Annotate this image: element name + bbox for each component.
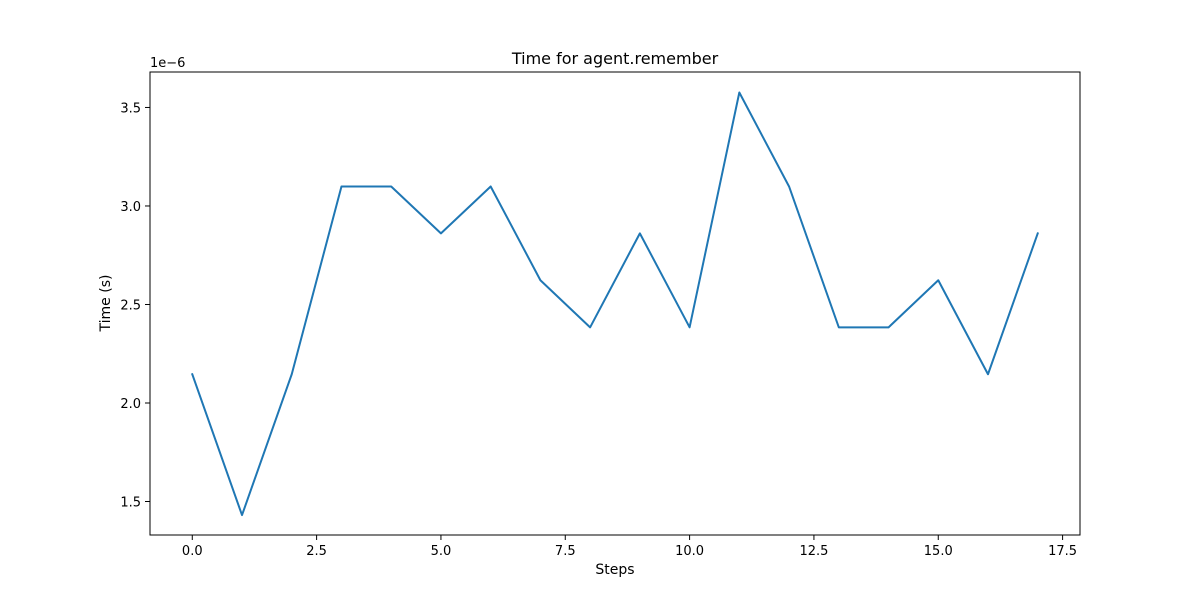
data-point: [440, 232, 442, 234]
data-point: [689, 326, 691, 328]
y-tick-label: 3.5: [120, 101, 141, 116]
x-tick-label: 15.0: [924, 544, 953, 559]
data-point: [291, 373, 293, 375]
data-point: [639, 232, 641, 234]
y-tick-label: 3.0: [120, 200, 141, 215]
data-point: [340, 185, 342, 187]
y-axis-offset-label: 1e−6: [150, 56, 185, 71]
data-point: [490, 185, 492, 187]
y-axis-label: Time (s): [98, 275, 114, 333]
y-axis-ticks: 1.5 2.0 2.5 3.0 3.5: [120, 101, 150, 511]
data-point: [987, 373, 989, 375]
data-point: [888, 326, 890, 328]
plot-area: [150, 72, 1080, 535]
series-line-0: [190, 91, 1040, 517]
data-point: [539, 279, 541, 281]
x-axis-label: Steps: [595, 562, 634, 578]
data-point: [838, 326, 840, 328]
data-point: [937, 279, 939, 281]
chart-title: Time for agent.remember: [511, 49, 719, 68]
x-tick-label: 17.5: [1048, 544, 1077, 559]
data-point: [589, 326, 591, 328]
x-tick-label: 10.0: [675, 544, 704, 559]
x-tick-label: 2.5: [306, 544, 327, 559]
data-point: [788, 185, 790, 187]
plot-frame: [149, 71, 1081, 536]
data-point: [241, 514, 243, 516]
y-tick-label: 2.5: [120, 298, 141, 313]
y-tick-label: 1.5: [120, 496, 141, 511]
y-tick-label: 2.0: [120, 397, 141, 412]
data-point: [191, 373, 193, 375]
x-tick-label: 12.5: [799, 544, 828, 559]
x-tick-label: 7.5: [555, 544, 576, 559]
data-point: [738, 91, 740, 93]
x-tick-label: 5.0: [431, 544, 452, 559]
data-point: [390, 185, 392, 187]
x-tick-label: 0.0: [182, 544, 203, 559]
x-axis-ticks: 0.0 2.5 5.0 7.5 10.0 12.5 15.0 17.5: [182, 535, 1077, 559]
data-point: [1037, 232, 1039, 234]
series-layer: [190, 91, 1040, 517]
